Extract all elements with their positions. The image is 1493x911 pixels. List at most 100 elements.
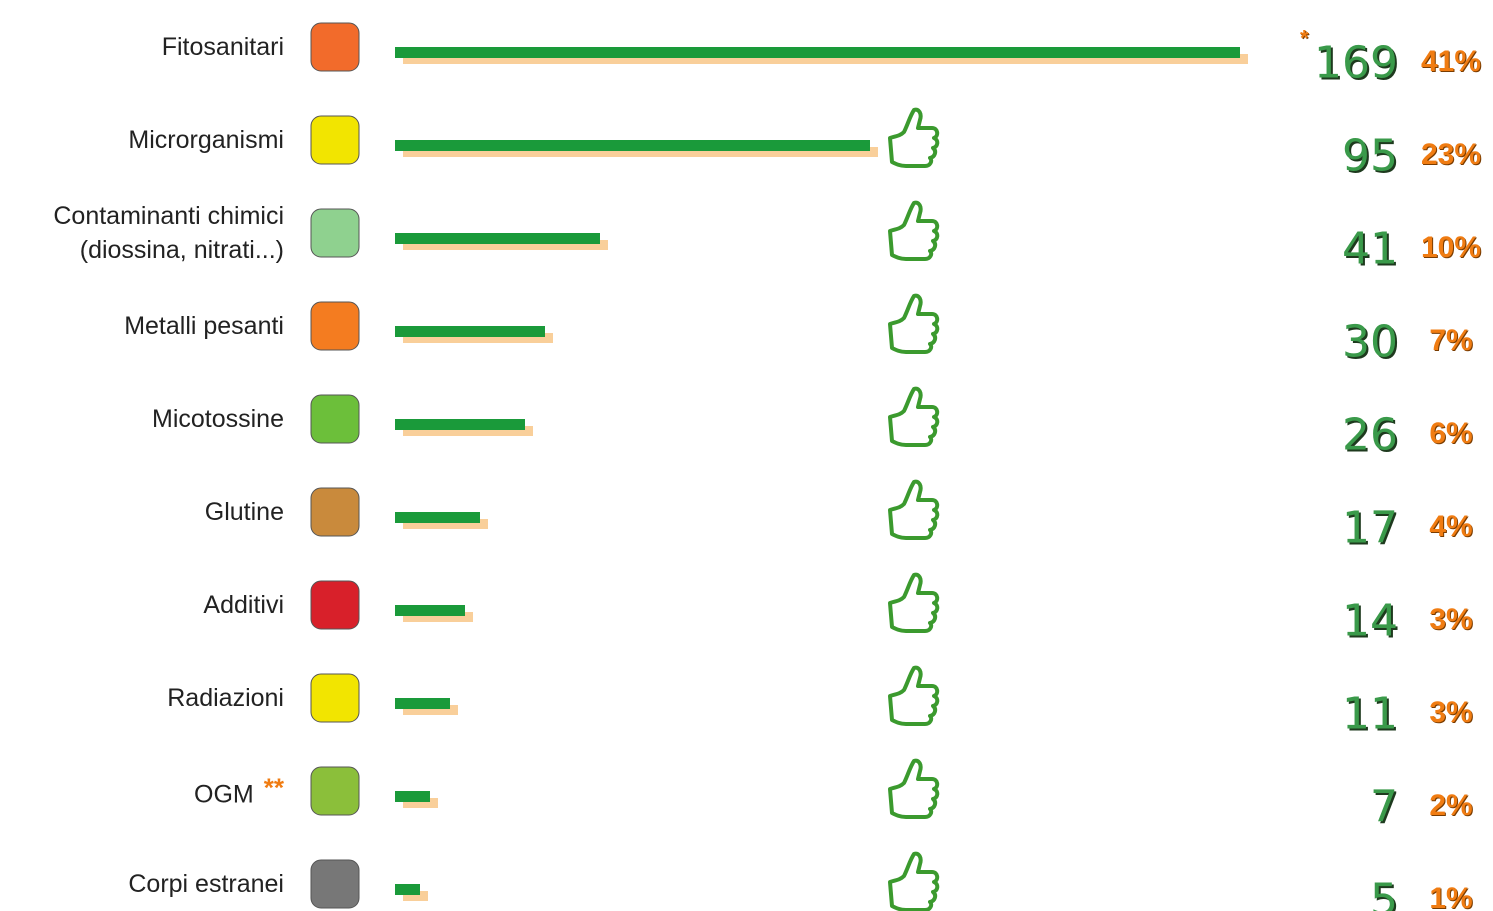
icon-shape <box>311 116 359 164</box>
category-text: Contaminanti chimici (diossina, nitrati.… <box>53 202 284 264</box>
chart: Fitosanitari169*41%Microrganismi9523%Con… <box>0 0 1493 911</box>
bar <box>395 791 430 802</box>
category-label: Contaminanti chimici (diossina, nitrati.… <box>0 199 284 267</box>
category-text: OGM <box>194 781 254 809</box>
icon-shape <box>311 581 359 629</box>
category-label: Additivi <box>0 588 284 622</box>
thumb-outline <box>890 389 937 445</box>
category-text: Microrganismi <box>128 126 284 154</box>
category-icon <box>305 482 365 542</box>
value-label: 11 <box>1342 689 1398 740</box>
category-text: Corpi estranei <box>128 870 284 898</box>
icon-shape <box>311 674 359 722</box>
category-label: Fitosanitari <box>0 30 284 64</box>
category-icon <box>305 296 365 356</box>
percent-label: 23% <box>1405 138 1493 172</box>
value-label: 14 <box>1342 596 1398 647</box>
category-text: Metalli pesanti <box>124 312 284 340</box>
value-text: 41 <box>1342 224 1398 275</box>
thumb-outline <box>890 575 937 631</box>
category-label: Radiazioni <box>0 681 284 715</box>
value-text: 17 <box>1342 503 1398 554</box>
category-label: Micotossine <box>0 402 284 436</box>
bar <box>395 326 545 337</box>
icon-shape <box>311 395 359 443</box>
icon-shape <box>311 23 359 71</box>
thumbs-up-icon <box>886 757 942 821</box>
category-icon <box>305 761 365 821</box>
category-icon <box>305 575 365 635</box>
category-text: Micotossine <box>152 405 284 433</box>
thumbs-up-icon <box>886 385 942 449</box>
thumb-outline <box>890 668 937 724</box>
bar <box>395 419 525 430</box>
category-label: Corpi estranei <box>0 867 284 901</box>
category-icon <box>305 668 365 728</box>
value-label: 7 <box>1370 782 1398 833</box>
bar <box>395 233 600 244</box>
thumb-outline <box>890 203 937 259</box>
category-icon <box>305 854 365 911</box>
thumbs-up-icon <box>886 850 942 911</box>
category-label: Microrganismi <box>0 123 284 157</box>
thumbs-up-icon <box>886 106 942 170</box>
thumb-outline <box>890 482 937 538</box>
icon-shape <box>311 488 359 536</box>
thumbs-up-icon <box>886 478 942 542</box>
value-text: 30 <box>1342 317 1398 368</box>
thumbs-up-icon <box>886 292 942 356</box>
category-text: Additivi <box>203 591 284 619</box>
category-text: Fitosanitari <box>162 33 284 61</box>
percent-label: 1% <box>1405 882 1493 911</box>
value-label: 95 <box>1342 131 1398 182</box>
value-text: 11 <box>1342 689 1398 740</box>
bar <box>395 605 465 616</box>
thumb-outline <box>890 296 937 352</box>
category-label: Glutine <box>0 495 284 529</box>
value-label: 30 <box>1342 317 1398 368</box>
icon-shape <box>311 209 359 257</box>
bar <box>395 512 480 523</box>
value-text: 26 <box>1342 410 1398 461</box>
category-label: OGM ** <box>0 771 284 812</box>
value-note: * <box>1300 26 1309 52</box>
value-text: 95 <box>1342 131 1398 182</box>
bar <box>395 884 420 895</box>
category-icon <box>305 389 365 449</box>
value-label: 5 <box>1370 875 1398 911</box>
category-icon <box>305 17 365 77</box>
value-text: 7 <box>1370 782 1398 833</box>
percent-label: 10% <box>1405 231 1493 265</box>
thumbs-up-icon <box>886 199 942 263</box>
percent-label: 4% <box>1405 510 1493 544</box>
icon-shape <box>311 860 359 908</box>
category-icon <box>305 203 365 263</box>
percent-label: 3% <box>1405 696 1493 730</box>
category-icon <box>305 110 365 170</box>
category-text: Radiazioni <box>167 684 284 712</box>
thumbs-up-icon <box>886 571 942 635</box>
value-text: 5 <box>1370 875 1398 911</box>
value-label: 169* <box>1314 38 1398 89</box>
bar <box>395 47 1240 58</box>
value-text: 169 <box>1314 38 1398 89</box>
category-label: Metalli pesanti <box>0 309 284 343</box>
percent-label: 3% <box>1405 603 1493 637</box>
percent-label: 7% <box>1405 324 1493 358</box>
percent-label: 6% <box>1405 417 1493 451</box>
value-label: 26 <box>1342 410 1398 461</box>
category-note: ** <box>264 773 284 803</box>
bar <box>395 698 450 709</box>
icon-shape <box>311 767 359 815</box>
value-label: 41 <box>1342 224 1398 275</box>
percent-label: 41% <box>1405 45 1493 79</box>
thumb-outline <box>890 854 937 910</box>
thumbs-up-icon <box>886 664 942 728</box>
value-label: 17 <box>1342 503 1398 554</box>
value-text: 14 <box>1342 596 1398 647</box>
bar <box>395 140 870 151</box>
thumb-outline <box>890 761 937 817</box>
percent-label: 2% <box>1405 789 1493 823</box>
icon-shape <box>311 302 359 350</box>
category-text: Glutine <box>205 498 284 526</box>
